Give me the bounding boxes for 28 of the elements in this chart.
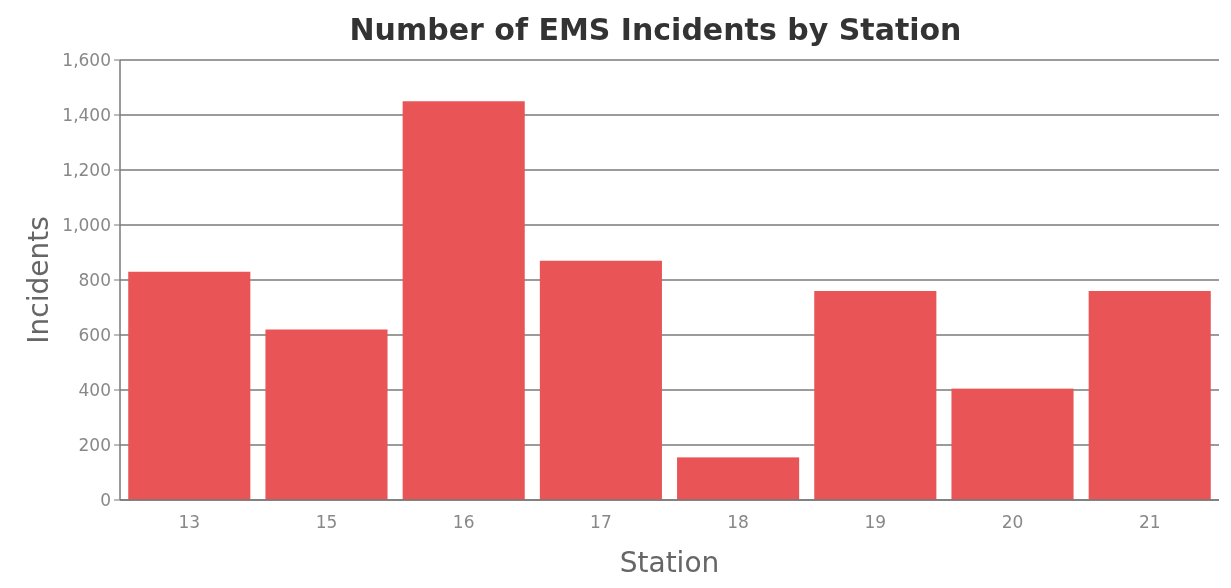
y-tick-label: 400: [78, 379, 111, 400]
y-tick-label: 1,400: [62, 104, 111, 125]
x-tick-label: 15: [315, 512, 338, 532]
x-tick-label: 21: [1138, 512, 1161, 532]
y-tick-label: 200: [78, 434, 111, 455]
bar: [814, 291, 937, 500]
bar: [128, 271, 251, 500]
y-tick-label: 600: [78, 324, 111, 345]
y-tick-label: 0: [100, 489, 111, 510]
y-tick-label: 800: [78, 269, 111, 290]
chart-title: Number of EMS Incidents by Station: [349, 12, 962, 47]
bar: [677, 457, 800, 500]
bar: [951, 388, 1074, 500]
x-axis-title: Station: [619, 546, 720, 579]
y-axis-title: Incidents: [22, 216, 55, 344]
x-tick-label: 16: [452, 512, 475, 532]
bar: [402, 101, 525, 500]
bar: [265, 329, 388, 500]
x-tick-label: 17: [590, 512, 612, 532]
bar: [539, 260, 662, 500]
x-tick-label: 18: [727, 512, 749, 532]
y-tick-label: 1,000: [62, 214, 111, 235]
x-tick-label: 19: [864, 512, 887, 532]
x-tick-label: 13: [178, 512, 201, 532]
y-tick-label: 1,600: [62, 49, 111, 70]
y-tick-label: 1,200: [62, 159, 111, 180]
bar: [1088, 291, 1211, 500]
x-tick-label: 20: [1001, 512, 1024, 532]
